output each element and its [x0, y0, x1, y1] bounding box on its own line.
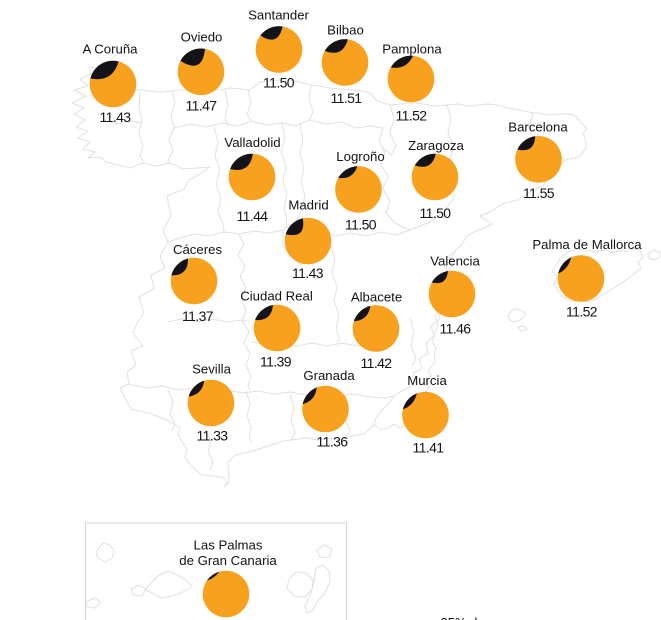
svg-text:Oviedo: Oviedo	[181, 29, 223, 44]
svg-text:11.43: 11.43	[292, 265, 324, 281]
svg-text:11.52: 11.52	[566, 304, 598, 320]
svg-text:11.41: 11.41	[413, 440, 445, 456]
svg-text:Sevilla: Sevilla	[192, 361, 232, 376]
svg-text:Ciudad Real: Ciudad Real	[240, 288, 313, 303]
svg-text:Cáceres: Cáceres	[173, 242, 223, 257]
svg-text:Zaragoza: Zaragoza	[408, 138, 464, 153]
svg-text:Albacete: Albacete	[351, 289, 402, 304]
svg-text:Logroño: Logroño	[336, 149, 384, 164]
svg-text:11.52: 11.52	[396, 108, 428, 124]
svg-text:11.50: 11.50	[345, 217, 377, 233]
svg-text:11.37: 11.37	[182, 308, 214, 324]
svg-text:Valladolid: Valladolid	[224, 135, 280, 150]
svg-text:11.44: 11.44	[237, 208, 269, 224]
svg-text:11.55: 11.55	[523, 185, 555, 201]
svg-text:11.51: 11.51	[331, 90, 363, 106]
svg-text:11.47: 11.47	[186, 97, 218, 113]
svg-text:11.39: 11.39	[260, 353, 292, 369]
svg-text:11.50: 11.50	[420, 205, 452, 221]
svg-text:Bilbao: Bilbao	[327, 23, 364, 38]
svg-text:Las Palmas: Las Palmas	[194, 538, 263, 553]
svg-text:Granada: Granada	[303, 368, 355, 383]
svg-text:Palma de Mallorca: Palma de Mallorca	[532, 237, 642, 252]
svg-text:A Coruña: A Coruña	[83, 42, 139, 57]
svg-text:11.36: 11.36	[317, 434, 349, 450]
svg-text:Murcia: Murcia	[407, 373, 447, 388]
svg-text:11.43: 11.43	[100, 109, 132, 125]
svg-text:11.46: 11.46	[440, 320, 472, 336]
svg-text:Madrid: Madrid	[288, 198, 328, 213]
svg-text:Santander: Santander	[248, 7, 309, 22]
svg-text:11.50: 11.50	[263, 74, 295, 90]
svg-text:11.33: 11.33	[197, 428, 229, 444]
svg-text:35% de: 35% de	[441, 615, 485, 620]
svg-text:11.42: 11.42	[361, 355, 393, 371]
svg-text:de Gran Canaria: de Gran Canaria	[179, 553, 277, 568]
svg-text:Pamplona: Pamplona	[382, 41, 442, 56]
svg-text:Valencia: Valencia	[430, 253, 480, 268]
svg-text:Barcelona: Barcelona	[508, 119, 568, 134]
